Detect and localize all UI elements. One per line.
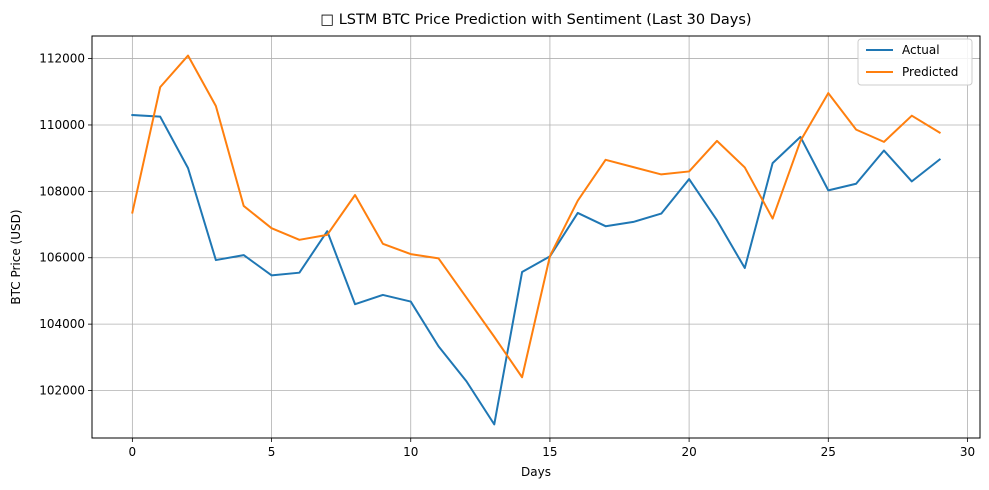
x-tick-label: 10 bbox=[403, 445, 418, 459]
x-tick-label: 15 bbox=[542, 445, 557, 459]
y-tick-label: 112000 bbox=[39, 52, 85, 66]
y-tick-label: 108000 bbox=[39, 184, 85, 198]
series-line-actual bbox=[131, 113, 942, 426]
y-tick-label: 106000 bbox=[39, 251, 85, 265]
series-lines bbox=[131, 54, 942, 426]
x-axis: 0 5 10 15 20 25 30 bbox=[129, 438, 975, 459]
legend-label-actual: Actual bbox=[902, 43, 940, 57]
x-tick-label: 5 bbox=[268, 445, 276, 459]
y-tick-label: 102000 bbox=[39, 384, 85, 398]
chart-title: □ LSTM BTC Price Prediction with Sentime… bbox=[320, 12, 751, 28]
series-line-predicted bbox=[131, 54, 942, 379]
legend-label-predicted: Predicted bbox=[902, 65, 958, 79]
x-tick-label: 0 bbox=[129, 445, 137, 459]
y-tick-label: 104000 bbox=[39, 317, 85, 331]
y-tick-label: 110000 bbox=[39, 118, 85, 132]
plot-frame bbox=[91, 35, 981, 439]
x-tick-label: 20 bbox=[681, 445, 696, 459]
legend: Actual Predicted bbox=[857, 38, 973, 86]
x-tick-label: 30 bbox=[960, 445, 975, 459]
x-axis-title: Days bbox=[521, 465, 551, 479]
y-axis: 102000 104000 106000 108000 110000 112000 bbox=[39, 52, 92, 398]
y-axis-title: BTC Price (USD) bbox=[9, 209, 23, 304]
plot-area bbox=[92, 36, 980, 438]
x-tick-label: 25 bbox=[821, 445, 836, 459]
plot-background bbox=[92, 36, 980, 438]
